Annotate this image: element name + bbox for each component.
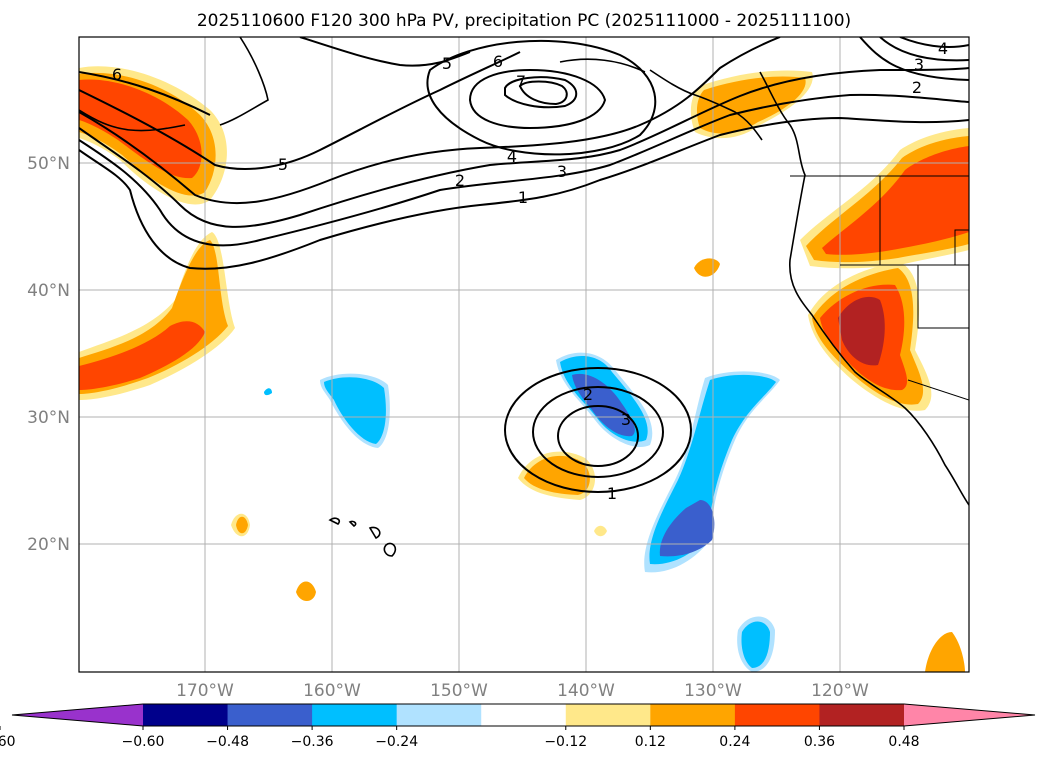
longitude-labels: 170°W 160°W 150°W 140°W 130°W 120°W <box>176 681 869 701</box>
pv-contour-3 <box>79 67 969 228</box>
colorbar-segment <box>227 704 313 726</box>
contour-label: 6 <box>112 65 122 84</box>
colorbar-tick-label: 0.24 <box>719 734 750 750</box>
colorbar-segment <box>396 704 482 726</box>
pv-contour-2 <box>79 93 969 247</box>
state-borders <box>840 176 969 329</box>
contour-label: 3 <box>914 55 924 74</box>
pv-contour-7-inner <box>518 80 568 106</box>
lat-label-30n: 30°N <box>27 408 70 428</box>
colorbar-segment <box>565 704 651 726</box>
colorbar-extend-high <box>904 704 1035 726</box>
contour-label: 1 <box>518 188 528 207</box>
pv-contour-4 <box>79 37 781 205</box>
colorbar-tick-label: 0.12 <box>635 734 666 750</box>
pv-contour-5-closed <box>426 39 657 156</box>
positive-anomaly-orange <box>236 516 248 534</box>
contour-label: 7 <box>516 72 526 91</box>
contour-label: 3 <box>557 162 567 181</box>
pv-contour-1 <box>79 116 969 270</box>
contour-label: 3 <box>621 410 631 429</box>
us-mexico-border <box>907 379 969 401</box>
cutoff-pv-contour-3 <box>557 405 639 467</box>
contour-label: 2 <box>912 78 922 97</box>
aleutian-islands <box>79 109 186 132</box>
figure-title: 2025110600 F120 300 hPa PV, precipitatio… <box>197 11 851 31</box>
negative-anomaly-blue <box>659 500 715 557</box>
lat-label-20n: 20°N <box>27 535 70 555</box>
negative-anomaly-cyan <box>264 388 272 396</box>
positive-anomaly-darkred <box>838 296 885 366</box>
colorbar-segment <box>734 704 820 726</box>
colorbar-tick-label: −0.36 <box>291 734 334 750</box>
map-background <box>79 37 969 672</box>
colorbar-tick-label: −0.12 <box>544 734 587 750</box>
lon-label-140w: 140°W <box>557 681 615 701</box>
pv-contour-6-closed <box>468 68 607 130</box>
colorbar-segment <box>650 704 736 726</box>
contour-label: 2 <box>455 171 465 190</box>
map-frame <box>78 36 970 673</box>
colorbar-segment <box>481 704 567 726</box>
positive-anomaly-light <box>594 525 607 537</box>
positive-anomaly-orange <box>296 581 316 601</box>
contour-label: 4 <box>507 147 517 166</box>
colorbar-segment <box>143 704 229 726</box>
alaska-peninsula-coast <box>219 37 269 126</box>
colorbar-tick-label: 0.36 <box>804 734 835 750</box>
colorbar-segment <box>819 704 905 726</box>
contour-labels: 6 5 6 7 5 4 3 2 1 4 3 2 2 3 1 <box>112 39 948 503</box>
positive-anomaly-orange <box>696 76 806 134</box>
lat-label-50n: 50°N <box>27 154 70 174</box>
lon-label-120w: 120°W <box>811 681 869 701</box>
positive-anomaly-red <box>79 321 205 390</box>
lon-label-160w: 160°W <box>303 681 361 701</box>
north-america-coastline <box>759 71 969 506</box>
contour-label: 5 <box>278 155 288 174</box>
positive-anomaly-red <box>79 79 202 179</box>
colorbar-extend-low <box>12 704 143 726</box>
alaska-panhandle-coast <box>649 69 763 141</box>
lon-label-170w: 170°W <box>176 681 234 701</box>
contour-label: 2 <box>583 385 593 404</box>
positive-anomaly-red <box>822 146 969 255</box>
lat-label-40n: 40°N <box>27 281 70 301</box>
colorbar-tick-label: −0.24 <box>375 734 418 750</box>
kodiak-coast <box>559 58 646 73</box>
colorbar-tick-label: −0.60 <box>122 734 165 750</box>
colorbar-tick-label: −0.48 <box>206 734 249 750</box>
cutoff-pv-contour-2 <box>532 386 664 478</box>
lon-label-130w: 130°W <box>684 681 742 701</box>
pv-contours-northeast <box>859 37 969 81</box>
pv-contour-7 <box>504 76 578 109</box>
colorbar-segment <box>312 704 398 726</box>
contour-label: 4 <box>938 39 948 58</box>
contour-label: 1 <box>607 484 617 503</box>
contour-label: 6 <box>493 52 503 71</box>
colorbar: −0.60 −0.48 −0.36 −0.24 −0.12 0.12 0.24 0.36 0.4… <box>0 703 1036 750</box>
hawaii-islands <box>328 517 397 557</box>
lon-label-150w: 150°W <box>430 681 488 701</box>
positive-anomaly-orange <box>925 632 965 672</box>
negative-anomaly-cyan <box>324 377 386 444</box>
colorbar-tick-label: 0.48 <box>888 734 919 750</box>
map-content: 6 5 6 7 5 4 3 2 1 4 3 2 2 3 1 <box>79 37 969 672</box>
coastlines <box>79 37 969 557</box>
borders <box>790 175 969 401</box>
pv-contours <box>79 37 969 493</box>
pv-contour-5 <box>79 51 521 171</box>
contour-label: 5 <box>442 54 452 73</box>
negative-anomaly-blue <box>572 373 635 437</box>
cutoff-pv-contour-1 <box>504 367 692 493</box>
negative-anomaly-cyan <box>741 621 770 668</box>
colorbar-tick-label: 0.60 <box>0 734 16 750</box>
positive-anomaly-orange <box>524 455 590 495</box>
latitude-labels: 50°N 40°N 30°N 20°N <box>27 154 70 555</box>
